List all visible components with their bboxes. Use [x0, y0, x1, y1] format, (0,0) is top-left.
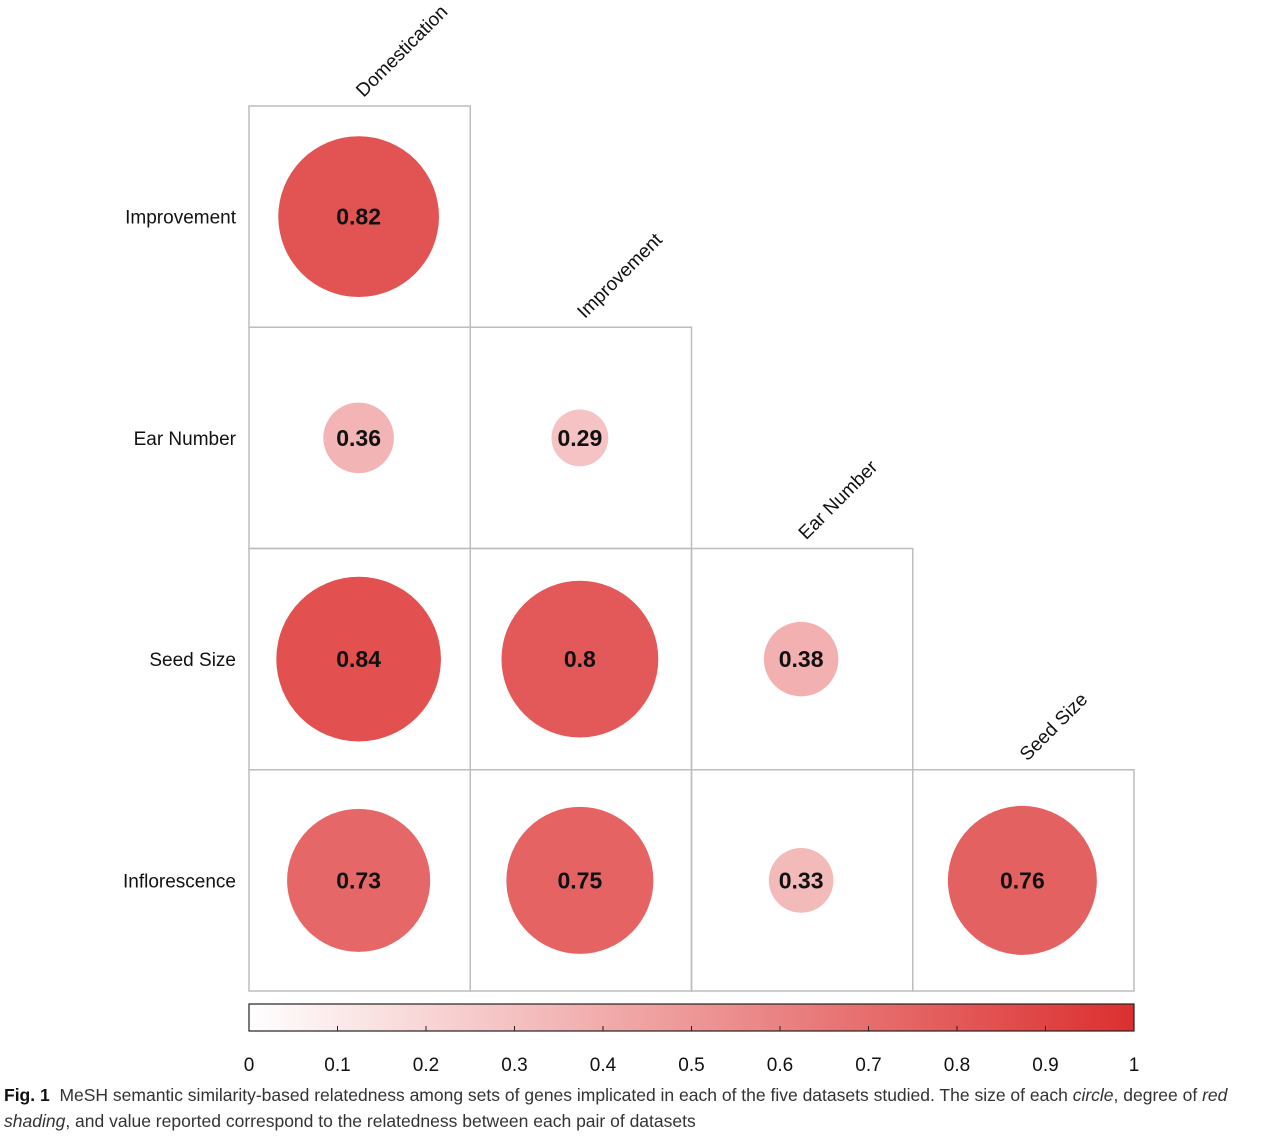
value-circle: [276, 576, 441, 742]
colorbar-tick-label: 0.6: [767, 1055, 793, 1076]
matrix-cell: [912, 769, 1135, 992]
value-circle: [947, 805, 1097, 955]
row-label: Inflorescence: [123, 871, 236, 892]
colorbar-tick-label: 0.5: [678, 1055, 704, 1076]
value-label: 0.8: [564, 646, 596, 672]
value-circle: [278, 136, 439, 297]
figure-caption: Fig. 1 MeSH semantic similarity-based re…: [4, 1082, 1254, 1134]
caption-text-part2: , degree of: [1113, 1085, 1203, 1105]
colorbar-tick-label: 0.2: [413, 1055, 439, 1076]
column-label: Seed Size: [1016, 689, 1092, 765]
colorbar-ticks: 0 0.1 0.2 0.3 0.4 0.5 0.6 0.7 0.8 0.9 1: [244, 1026, 1140, 1076]
column-label: Improvement: [574, 229, 668, 323]
colorbar-gradient: [248, 1003, 1135, 1032]
colorbar-tick-label: 0.1: [324, 1055, 350, 1076]
value-circle: [551, 409, 609, 467]
value-circle: [763, 621, 839, 697]
value-label: 0.73: [336, 867, 381, 893]
row-label: Seed Size: [149, 650, 236, 671]
colorbar-tick-label: 0: [244, 1055, 255, 1076]
figure-number: Fig. 1: [4, 1085, 50, 1105]
column-labels: Domestication Improvement Ear Number Seed S…: [352, 2, 1092, 766]
value-label: 0.84: [336, 646, 381, 672]
caption-text-part1: MeSH semantic similarity-based relatedne…: [59, 1085, 1073, 1105]
value-label: 0.75: [557, 867, 602, 893]
value-label: 0.82: [336, 204, 381, 230]
colorbar-tick-label: 0.3: [501, 1055, 527, 1076]
colorbar-tick-label: 0.4: [590, 1055, 617, 1076]
value-label: 0.38: [779, 646, 824, 672]
column-label: Ear Number: [795, 456, 883, 544]
colorbar-tick-label: 1: [1129, 1055, 1140, 1076]
value-label: 0.33: [779, 867, 824, 893]
caption-italic-circle: circle: [1072, 1085, 1114, 1105]
correlogram-chart: 0.820.36 0.290.84 0.8 0.380.73 0.75 0.33 0.76 …: [123, 2, 1140, 1076]
value-circle: [323, 402, 394, 474]
value-circle: [506, 806, 654, 954]
row-label: Ear Number: [134, 429, 237, 450]
caption-italic-red-shading: red shading: [4, 1085, 1228, 1131]
column-label: Domestication: [352, 2, 452, 102]
value-circle: [501, 580, 659, 738]
colorbar-tick-label: 0.7: [855, 1055, 881, 1076]
colorbar-tick-label: 0.8: [944, 1055, 970, 1076]
row-label: Improvement: [125, 208, 237, 229]
cell-grid: 0.82 0.36 0.29 0.84 0.8 0.38 0.73 0.75 0.33 0.76: [248, 105, 1135, 992]
value-label: 0.29: [557, 425, 602, 451]
value-label: 0.36: [336, 425, 381, 451]
caption-text-part3: , and value reported correspond to the r…: [65, 1111, 696, 1131]
value-circle: [768, 848, 834, 913]
value-label: 0.76: [1000, 867, 1045, 893]
value-circle: [287, 808, 431, 952]
colorbar: [248, 1003, 1135, 1032]
colorbar-tick-label: 0.9: [1032, 1055, 1058, 1076]
row-labels: Improvement Ear Number Seed Size Infloresce…: [123, 208, 237, 893]
